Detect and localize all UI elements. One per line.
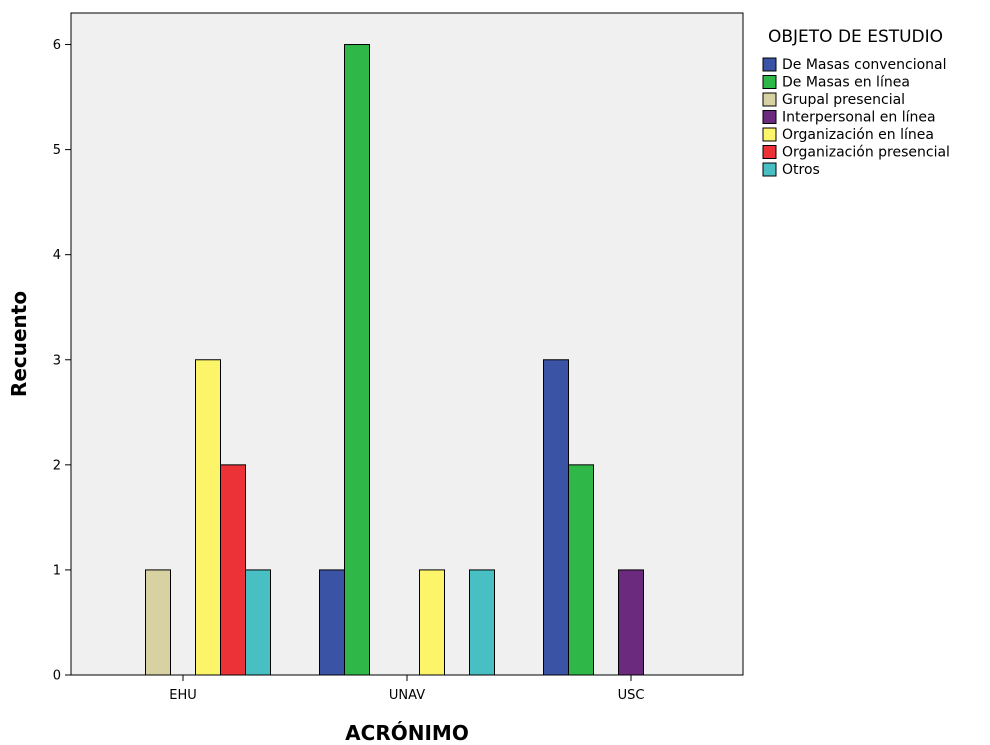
x-tick-label: UNAV	[389, 688, 425, 703]
y-tick-label: 3	[53, 353, 61, 368]
legend: OBJETO DE ESTUDIO De Masas convencional D…	[762, 27, 950, 178]
bar	[145, 569, 171, 676]
x-axis-title: ACRÓNIMO	[345, 721, 469, 745]
legend-label: Interpersonal en línea	[782, 110, 936, 126]
bar	[220, 464, 246, 676]
bars	[145, 44, 644, 676]
legend-label: De Masas en línea	[782, 75, 910, 91]
y-tick-label: 1	[53, 563, 61, 578]
bar	[618, 569, 644, 676]
legend-swatch	[762, 162, 777, 177]
legend-label: Grupal presencial	[782, 92, 905, 108]
y-tick-label: 0	[53, 669, 61, 684]
legend-label: De Masas convencional	[782, 57, 947, 73]
y-axis-title: Recuento	[7, 291, 31, 397]
bar	[195, 359, 221, 676]
y-axis: 0 1 2 3 4 5 6	[53, 38, 71, 684]
bar	[344, 44, 370, 676]
y-tick-label: 6	[53, 38, 61, 53]
x-axis: EHU UNAV USC	[169, 675, 644, 703]
plot-area	[70, 12, 744, 676]
legend-swatch	[762, 75, 777, 89]
bar	[469, 569, 495, 676]
legend-swatch	[762, 110, 777, 124]
legend-swatch	[762, 127, 777, 142]
y-tick-label: 5	[53, 143, 61, 158]
legend-swatch	[762, 57, 777, 72]
legend-title: OBJETO DE ESTUDIO	[768, 27, 943, 47]
bar	[245, 569, 271, 676]
bar	[568, 464, 594, 676]
x-tick-label: EHU	[169, 688, 197, 703]
legend-swatch	[762, 92, 777, 107]
bar	[419, 569, 445, 676]
y-tick-label: 4	[53, 248, 61, 263]
bar	[543, 359, 569, 676]
legend-label: Organización en línea	[782, 127, 934, 143]
legend-label: Otros	[782, 162, 820, 178]
bar	[319, 569, 345, 676]
legend-label: Organización presencial	[782, 145, 950, 161]
y-tick-label: 2	[53, 458, 61, 473]
x-tick-label: USC	[618, 688, 645, 703]
legend-swatch	[762, 145, 777, 159]
